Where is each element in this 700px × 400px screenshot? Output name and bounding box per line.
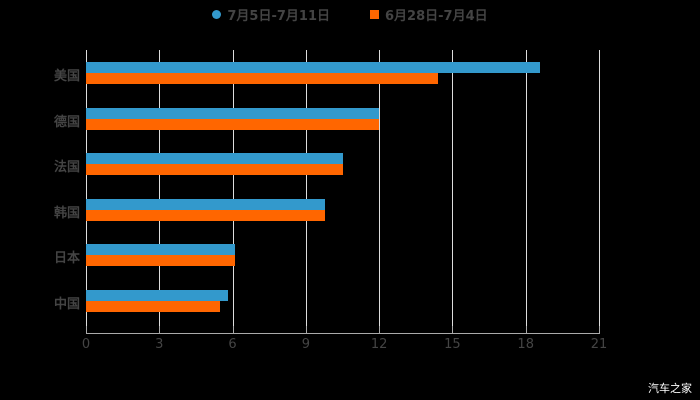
bar[interactable] [86,301,221,312]
axis-tick [159,326,161,334]
gridline [452,50,454,332]
x-tick-label: 6 [228,337,237,352]
bar[interactable] [86,164,343,176]
bar[interactable] [86,153,343,165]
bar[interactable] [86,255,235,267]
gridline [525,50,527,332]
y-category-label: 法国 [53,160,80,176]
x-tick-label: 3 [155,337,164,352]
x-tick-label: 12 [370,337,388,352]
gridline [599,50,600,332]
chart-legend: 7月5日-7月11日 6月28日-7月4日 [0,4,700,24]
legend-item-series-1[interactable]: 7月5日-7月11日 [212,4,330,24]
axis-tick [232,326,234,334]
axis-tick [452,326,454,334]
x-tick-label: 9 [301,337,310,352]
axis-tick [86,326,87,334]
bar[interactable] [86,244,235,256]
legend-square-icon [370,9,379,19]
x-axis [86,333,600,334]
gridline [86,50,87,332]
y-category-label: 美国 [53,69,80,84]
y-category-label: 日本 [53,251,80,267]
gridline [379,50,381,332]
y-category-label: 中国 [53,297,80,312]
legend-item-series-2[interactable]: 6月28日-7月4日 [370,4,488,24]
watermark: 汽车之家 [648,382,692,395]
legend-label: 6月28日-7月4日 [385,8,488,24]
x-tick-label: 15 [444,337,461,352]
bar[interactable] [86,209,326,221]
legend-label: 7月5日-7月11日 [227,8,330,24]
x-tick-label: 0 [81,337,91,352]
bar[interactable] [86,290,228,301]
legend-circle-icon [212,9,222,19]
gridline [159,50,161,332]
bar[interactable] [86,118,380,130]
x-tick-label: 18 [517,337,534,352]
axis-tick [599,326,600,334]
gridline [232,50,234,332]
bar[interactable] [86,198,326,210]
axis-tick [379,326,381,334]
bar[interactable] [86,73,438,84]
bar[interactable] [86,62,541,73]
axis-tick [305,326,307,334]
y-category-label: 德国 [53,114,80,130]
bar[interactable] [86,107,380,119]
y-category-label: 韩国 [53,205,80,221]
axis-tick [525,326,527,334]
x-tick-label: 21 [590,337,608,352]
gridline [305,50,307,332]
